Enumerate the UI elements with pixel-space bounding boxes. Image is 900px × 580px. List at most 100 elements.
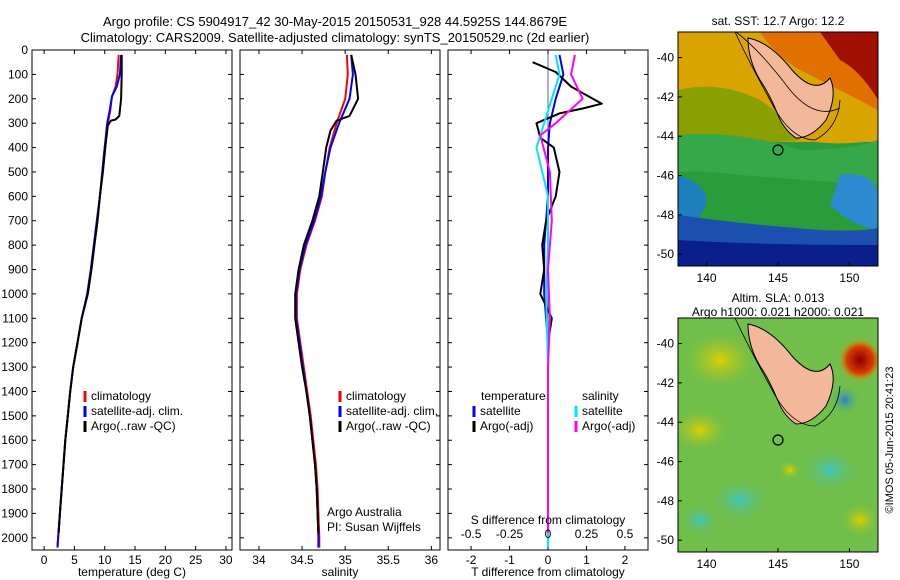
series-line-satellite-adj-clim- bbox=[56, 54, 123, 548]
map-y-tick-label: -50 bbox=[657, 247, 675, 261]
map-y-tick-label: -46 bbox=[657, 455, 675, 469]
y-tick-label: 2000 bbox=[1, 531, 28, 545]
x-axis-label: T difference from climatology bbox=[471, 565, 625, 579]
annotation-text: Argo Australia bbox=[327, 505, 402, 519]
map-y-tick-label: -44 bbox=[657, 129, 675, 143]
series-line-argo-raw-qc- bbox=[294, 54, 360, 533]
imos-credit: ©IMOS 05-Jun-2015 20:41:23 bbox=[884, 367, 896, 514]
legend-label: climatology bbox=[346, 389, 406, 403]
legend-label: climatology bbox=[91, 389, 151, 403]
map-x-tick-label: 150 bbox=[839, 271, 859, 285]
x-tick-label: 1 bbox=[583, 553, 590, 567]
header-line-2: Climatology: CARS2009. Satellite-adjuste… bbox=[80, 30, 590, 45]
y-tick-label: 1300 bbox=[1, 360, 28, 374]
difference-panel: -2 -1 0 1 2T difference from climatology temp… bbox=[447, 49, 649, 579]
sla-map: Altim. SLA: 0.013 Argo h1000: 0.021 h200… bbox=[657, 291, 879, 571]
map-y-tick-label: -44 bbox=[657, 415, 675, 429]
legend-label: Argo(-adj) bbox=[480, 419, 533, 433]
legend-title-salinity: salinity bbox=[582, 389, 619, 403]
map-x-tick-label: 145 bbox=[768, 271, 788, 285]
plot-frame bbox=[239, 49, 441, 551]
top-tick-label: -0.5 bbox=[461, 527, 482, 541]
map-y-tick-label: -46 bbox=[657, 169, 675, 183]
x-tick-label: 20 bbox=[159, 553, 173, 567]
top-tick-label: -0.25 bbox=[496, 527, 524, 541]
series-line-satellite-adj-clim- bbox=[295, 54, 354, 548]
top-axis-label: S difference from climatology bbox=[471, 513, 626, 527]
y-tick-label: 1900 bbox=[1, 506, 28, 520]
y-tick-label: 1700 bbox=[1, 458, 28, 472]
sla-map-field bbox=[678, 318, 878, 552]
y-tick-label: 900 bbox=[8, 263, 28, 277]
x-tick-label: 10 bbox=[98, 553, 112, 567]
top-tick-label: 0.25 bbox=[575, 527, 599, 541]
x-tick-label: -1 bbox=[504, 553, 515, 567]
map-x-tick-label: 145 bbox=[768, 557, 788, 571]
x-tick-label: 25 bbox=[189, 553, 203, 567]
series-line-s-argo-adj- bbox=[539, 54, 584, 533]
legend-label: satellite bbox=[480, 404, 521, 418]
legend-label: Argo(..raw -QC) bbox=[346, 419, 431, 433]
sst-argo-marker bbox=[772, 144, 784, 156]
y-tick-label: 1500 bbox=[1, 409, 28, 423]
series-line-argo-raw-qc- bbox=[57, 54, 123, 533]
x-tick-label: 15 bbox=[128, 553, 142, 567]
y-tick-label: 1200 bbox=[1, 336, 28, 350]
x-tick-label: 34 bbox=[252, 553, 266, 567]
annotation-text: PI: Susan Wijffels bbox=[327, 520, 421, 534]
legend-label: satellite bbox=[582, 404, 623, 418]
y-tick-label: 600 bbox=[8, 189, 28, 203]
sla-argo-marker bbox=[772, 434, 784, 446]
x-tick-label: -2 bbox=[466, 553, 477, 567]
x-tick-label: 36 bbox=[425, 553, 439, 567]
map-y-tick-label: -48 bbox=[657, 494, 675, 508]
map-y-tick-label: -48 bbox=[657, 208, 675, 222]
plot-frame bbox=[31, 49, 233, 551]
y-tick-label: 1800 bbox=[1, 482, 28, 496]
y-tick-label: 1000 bbox=[1, 287, 28, 301]
map-x-tick-label: 140 bbox=[697, 557, 717, 571]
x-tick-label: 0 bbox=[41, 553, 48, 567]
legend-title-temperature: temperature bbox=[481, 389, 546, 403]
legend-label: Argo(..raw -QC) bbox=[91, 419, 176, 433]
y-tick-label: 1100 bbox=[2, 311, 28, 325]
x-tick-label: 30 bbox=[219, 553, 233, 567]
sst-map-field bbox=[678, 32, 878, 266]
sst-map-title: sat. SST: 12.7 Argo: 12.2 bbox=[712, 14, 845, 28]
y-tick-label: 800 bbox=[8, 238, 28, 252]
x-tick-label: 34.5 bbox=[290, 553, 314, 567]
y-tick-label: 400 bbox=[8, 141, 28, 155]
top-tick-label: 0 bbox=[545, 527, 552, 541]
map-y-tick-label: -40 bbox=[657, 337, 675, 351]
map-x-tick-label: 140 bbox=[697, 271, 717, 285]
x-tick-label: 35.5 bbox=[377, 553, 401, 567]
sla-map-title: Altim. SLA: 0.013 bbox=[732, 291, 825, 305]
y-tick-label: 200 bbox=[8, 92, 28, 106]
series-line-climatology bbox=[295, 54, 349, 548]
map-y-tick-label: -42 bbox=[657, 90, 675, 104]
y-tick-label: 1400 bbox=[1, 384, 28, 398]
legend-label: satellite-adj. clim. bbox=[346, 404, 438, 418]
y-tick-label: 500 bbox=[8, 165, 28, 179]
legend-label: satellite-adj. clim. bbox=[91, 404, 183, 418]
map-y-tick-label: -42 bbox=[657, 376, 675, 390]
series-line-s-satellite bbox=[535, 54, 561, 548]
x-tick-label: 2 bbox=[622, 553, 629, 567]
y-tick-label: 100 bbox=[8, 67, 28, 81]
salinity-panel: 34 34.5 35 35.5 36 salinity climatologysatelli… bbox=[239, 49, 441, 579]
map-x-tick-label: 150 bbox=[839, 557, 859, 571]
series-line-climatology bbox=[56, 54, 120, 548]
y-tick-label: 1600 bbox=[1, 433, 28, 447]
map-y-tick-label: -50 bbox=[657, 533, 675, 547]
x-axis-label: salinity bbox=[322, 565, 359, 579]
legend-label: Argo(-adj) bbox=[582, 419, 635, 433]
header-line-1: Argo profile: CS 5904917_42 30-May-2015 … bbox=[102, 14, 568, 29]
map-y-tick-label: -40 bbox=[657, 51, 675, 65]
series-line-t-argo-adj- bbox=[532, 61, 603, 533]
x-tick-label: 35 bbox=[338, 553, 352, 567]
temperature-panel: 0100200300400500600700800900100011001200… bbox=[1, 43, 233, 579]
x-axis-label: temperature (deg C) bbox=[78, 565, 186, 579]
sst-map: sat. SST: 12.7 Argo: 12.2 140 145 150 -40 -4… bbox=[657, 14, 879, 285]
y-tick-label: 300 bbox=[8, 116, 28, 130]
